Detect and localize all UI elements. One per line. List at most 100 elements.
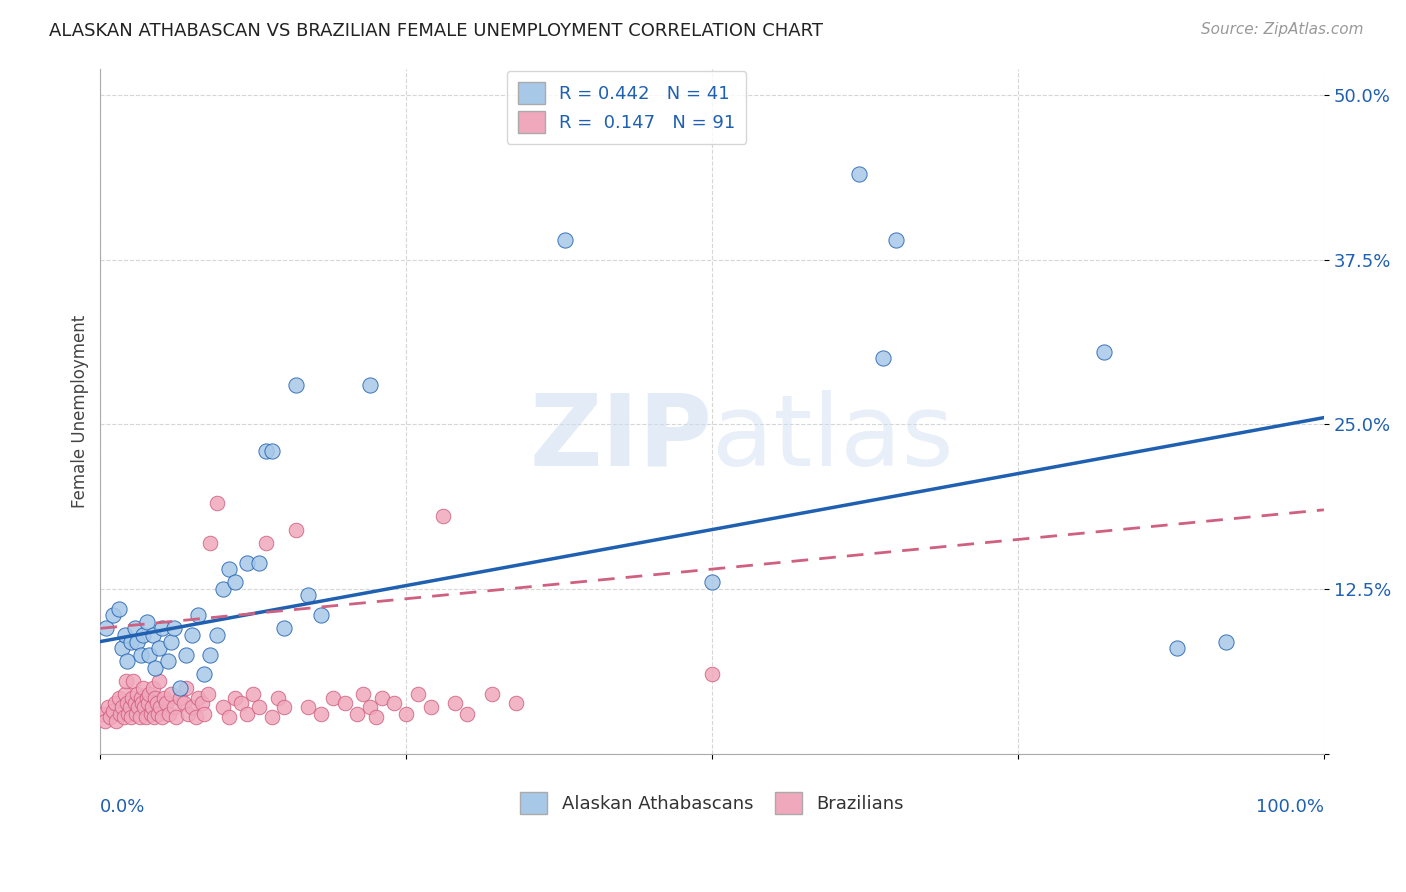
Point <box>359 377 381 392</box>
Point <box>139 706 162 721</box>
Point <box>120 709 142 723</box>
Point <box>145 697 167 711</box>
Point <box>112 709 135 723</box>
Point <box>309 608 332 623</box>
Point <box>97 700 120 714</box>
Point <box>107 601 129 615</box>
Point <box>148 641 170 656</box>
Point <box>352 687 374 701</box>
Point <box>135 709 157 723</box>
Point <box>236 556 259 570</box>
Point <box>153 691 176 706</box>
Point <box>456 706 478 721</box>
Point <box>309 706 332 721</box>
Point <box>408 687 430 701</box>
Legend: Alaskan Athabascans, Brazilians: Alaskan Athabascans, Brazilians <box>512 783 912 823</box>
Point <box>107 691 129 706</box>
Point <box>700 667 723 681</box>
Text: 0.0%: 0.0% <box>100 798 146 816</box>
Point <box>359 700 381 714</box>
Point <box>174 681 197 695</box>
Point <box>150 709 173 723</box>
Point <box>419 700 441 714</box>
Point <box>132 681 155 695</box>
Point <box>187 608 209 623</box>
Point <box>444 697 467 711</box>
Point <box>254 443 277 458</box>
Point <box>108 706 131 721</box>
Point <box>96 621 118 635</box>
Point <box>218 709 240 723</box>
Text: ALASKAN ATHABASCAN VS BRAZILIAN FEMALE UNEMPLOYMENT CORRELATION CHART: ALASKAN ATHABASCAN VS BRAZILIAN FEMALE U… <box>49 22 823 40</box>
Point <box>142 628 165 642</box>
Point <box>205 628 228 642</box>
Point <box>111 700 134 714</box>
Point <box>205 496 228 510</box>
Point <box>1215 634 1237 648</box>
Point <box>191 697 214 711</box>
Point <box>273 621 295 635</box>
Point <box>224 575 246 590</box>
Point <box>143 709 166 723</box>
Point <box>174 648 197 662</box>
Point <box>138 687 160 701</box>
Point <box>236 706 259 721</box>
Point <box>156 654 179 668</box>
Point <box>371 691 394 706</box>
Point <box>135 615 157 629</box>
Point <box>273 700 295 714</box>
Point <box>101 608 124 623</box>
Point <box>131 697 153 711</box>
Point <box>127 700 149 714</box>
Point <box>481 687 503 701</box>
Point <box>145 691 167 706</box>
Point <box>149 700 172 714</box>
Point <box>98 709 121 723</box>
Point <box>193 667 215 681</box>
Point <box>138 648 160 662</box>
Point <box>94 714 117 728</box>
Y-axis label: Female Unemployment: Female Unemployment <box>72 314 89 508</box>
Point <box>160 687 183 701</box>
Point <box>117 706 139 721</box>
Point <box>117 697 139 711</box>
Point <box>114 628 136 642</box>
Point <box>111 641 134 656</box>
Point <box>229 697 252 711</box>
Point <box>297 589 319 603</box>
Point <box>297 700 319 714</box>
Point <box>136 697 159 711</box>
Point <box>187 691 209 706</box>
Point <box>165 709 187 723</box>
Point <box>254 535 277 549</box>
Point <box>155 697 177 711</box>
Point <box>333 697 356 711</box>
Point <box>382 697 405 711</box>
Point <box>105 714 128 728</box>
Point <box>169 691 191 706</box>
Point <box>163 700 186 714</box>
Point <box>432 509 454 524</box>
Point <box>163 621 186 635</box>
Point <box>145 661 167 675</box>
Point <box>848 167 870 181</box>
Text: atlas: atlas <box>711 390 953 487</box>
Point <box>184 709 207 723</box>
Text: ZIP: ZIP <box>529 390 711 487</box>
Point <box>249 700 271 714</box>
Point <box>260 709 283 723</box>
Point <box>129 691 152 706</box>
Point <box>124 697 146 711</box>
Point <box>91 706 114 721</box>
Point <box>142 681 165 695</box>
Point <box>872 351 894 366</box>
Point <box>260 443 283 458</box>
Point <box>211 582 233 596</box>
Point <box>146 706 169 721</box>
Point <box>160 634 183 648</box>
Point <box>285 523 308 537</box>
Point <box>169 681 191 695</box>
Point <box>200 648 222 662</box>
Point <box>395 706 418 721</box>
Point <box>173 697 195 711</box>
